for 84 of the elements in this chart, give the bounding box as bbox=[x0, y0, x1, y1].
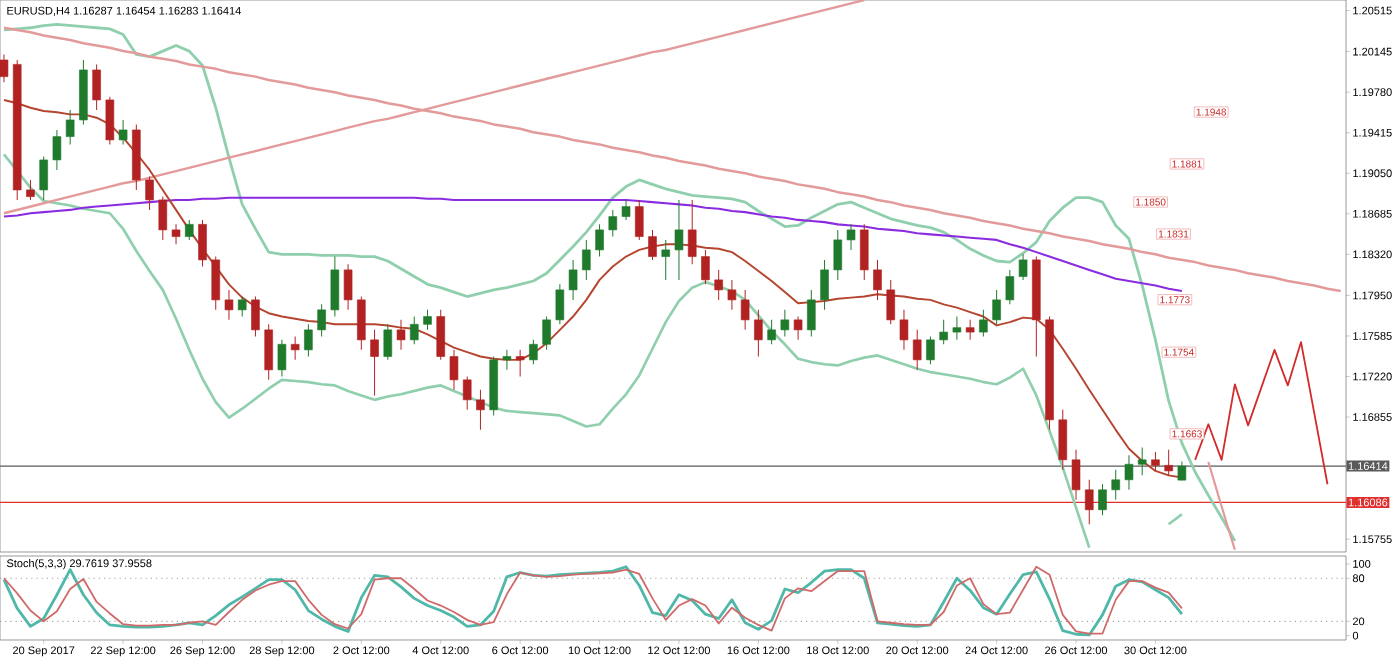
candlestick bbox=[608, 209, 618, 238]
candlestick bbox=[264, 323, 273, 381]
candlestick bbox=[1005, 269, 1015, 305]
candlestick bbox=[304, 323, 313, 358]
candlestick bbox=[846, 223, 856, 251]
candlestick bbox=[1058, 409, 1068, 471]
candlestick bbox=[396, 319, 406, 351]
candlestick bbox=[198, 219, 207, 268]
candlestick bbox=[582, 239, 591, 281]
candlestick bbox=[542, 316, 551, 351]
candlestick bbox=[158, 196, 168, 241]
candlestick bbox=[224, 289, 234, 321]
candlestick bbox=[370, 329, 379, 396]
candlestick bbox=[1018, 253, 1028, 281]
candlestick bbox=[65, 109, 75, 145]
candlestick bbox=[780, 309, 790, 338]
candlestick bbox=[357, 296, 366, 351]
candlestick bbox=[648, 229, 657, 261]
candlestick bbox=[674, 199, 684, 281]
candlestick bbox=[687, 199, 697, 265]
candlestick bbox=[1151, 451, 1160, 472]
candlestick bbox=[1164, 449, 1173, 476]
candlestick bbox=[343, 263, 353, 311]
candlestick bbox=[965, 319, 975, 341]
candlestick bbox=[118, 119, 128, 145]
candlestick bbox=[171, 223, 181, 245]
candlestick bbox=[1098, 483, 1107, 516]
candlestick bbox=[568, 259, 578, 301]
candlestick bbox=[251, 296, 260, 338]
candlestick bbox=[979, 309, 988, 338]
candlestick bbox=[634, 199, 644, 241]
candlestick bbox=[529, 339, 538, 365]
candlestick bbox=[92, 63, 101, 111]
candlestick bbox=[992, 289, 1001, 325]
candlestick bbox=[621, 199, 631, 221]
candlestick bbox=[105, 96, 115, 145]
candlestick bbox=[899, 309, 909, 351]
candlestick bbox=[873, 259, 882, 301]
candlestick bbox=[820, 259, 829, 311]
candlestick bbox=[502, 349, 512, 371]
candlestick bbox=[211, 256, 221, 311]
candlestick bbox=[926, 336, 935, 365]
candlestick bbox=[449, 349, 459, 391]
candlestick bbox=[767, 319, 776, 345]
candlestick bbox=[185, 219, 194, 241]
candlestick bbox=[833, 229, 843, 281]
candlestick bbox=[859, 223, 869, 281]
candlestick bbox=[1084, 479, 1094, 525]
candlestick bbox=[661, 239, 670, 281]
candlestick bbox=[290, 336, 300, 361]
candlestick bbox=[423, 309, 432, 331]
candlestick bbox=[555, 283, 565, 325]
candlestick bbox=[701, 249, 710, 285]
candlestick bbox=[912, 329, 922, 371]
candlestick bbox=[807, 289, 816, 338]
candlestick bbox=[462, 376, 472, 411]
candlestick bbox=[1124, 454, 1134, 491]
candlestick bbox=[476, 389, 485, 431]
candlestick bbox=[237, 296, 247, 318]
candlestick bbox=[714, 269, 723, 301]
candlestick bbox=[52, 129, 62, 171]
candlestick bbox=[1137, 447, 1147, 476]
candlestick bbox=[886, 279, 895, 325]
candlestick bbox=[330, 256, 340, 318]
candlestick bbox=[1071, 449, 1081, 501]
candlestick bbox=[277, 339, 287, 378]
candlestick bbox=[740, 289, 750, 331]
candlestick bbox=[436, 309, 446, 361]
candlestick bbox=[595, 223, 604, 258]
candlestick bbox=[0, 53, 9, 83]
candlestick bbox=[952, 316, 962, 341]
candlestick bbox=[1177, 461, 1187, 482]
candlestick bbox=[145, 176, 154, 211]
candlestick bbox=[26, 179, 35, 201]
candlestick bbox=[754, 309, 763, 358]
candlestick bbox=[1111, 469, 1120, 501]
candlestick bbox=[317, 303, 326, 338]
candlestick bbox=[939, 319, 948, 345]
candlestick bbox=[793, 316, 803, 341]
candlestick bbox=[727, 279, 737, 311]
candlestick bbox=[39, 156, 48, 201]
candlestick bbox=[383, 323, 393, 361]
candlestick bbox=[515, 349, 525, 378]
candlestick bbox=[410, 316, 419, 345]
